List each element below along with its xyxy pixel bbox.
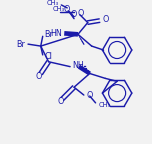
Text: O: O <box>71 10 77 19</box>
Text: Cl: Cl <box>45 52 53 61</box>
Text: O: O <box>36 72 42 81</box>
Text: O: O <box>64 5 70 14</box>
Text: O: O <box>78 9 84 18</box>
Text: O: O <box>102 15 109 24</box>
Text: Br: Br <box>45 30 54 39</box>
Text: O: O <box>57 97 64 106</box>
Text: O: O <box>87 91 93 100</box>
Text: NH: NH <box>72 61 84 70</box>
Text: CH₃: CH₃ <box>46 0 58 6</box>
Text: Br: Br <box>16 40 25 49</box>
Text: HN: HN <box>51 29 62 38</box>
Text: CH₃: CH₃ <box>98 102 111 108</box>
Text: CH₃: CH₃ <box>53 6 65 12</box>
